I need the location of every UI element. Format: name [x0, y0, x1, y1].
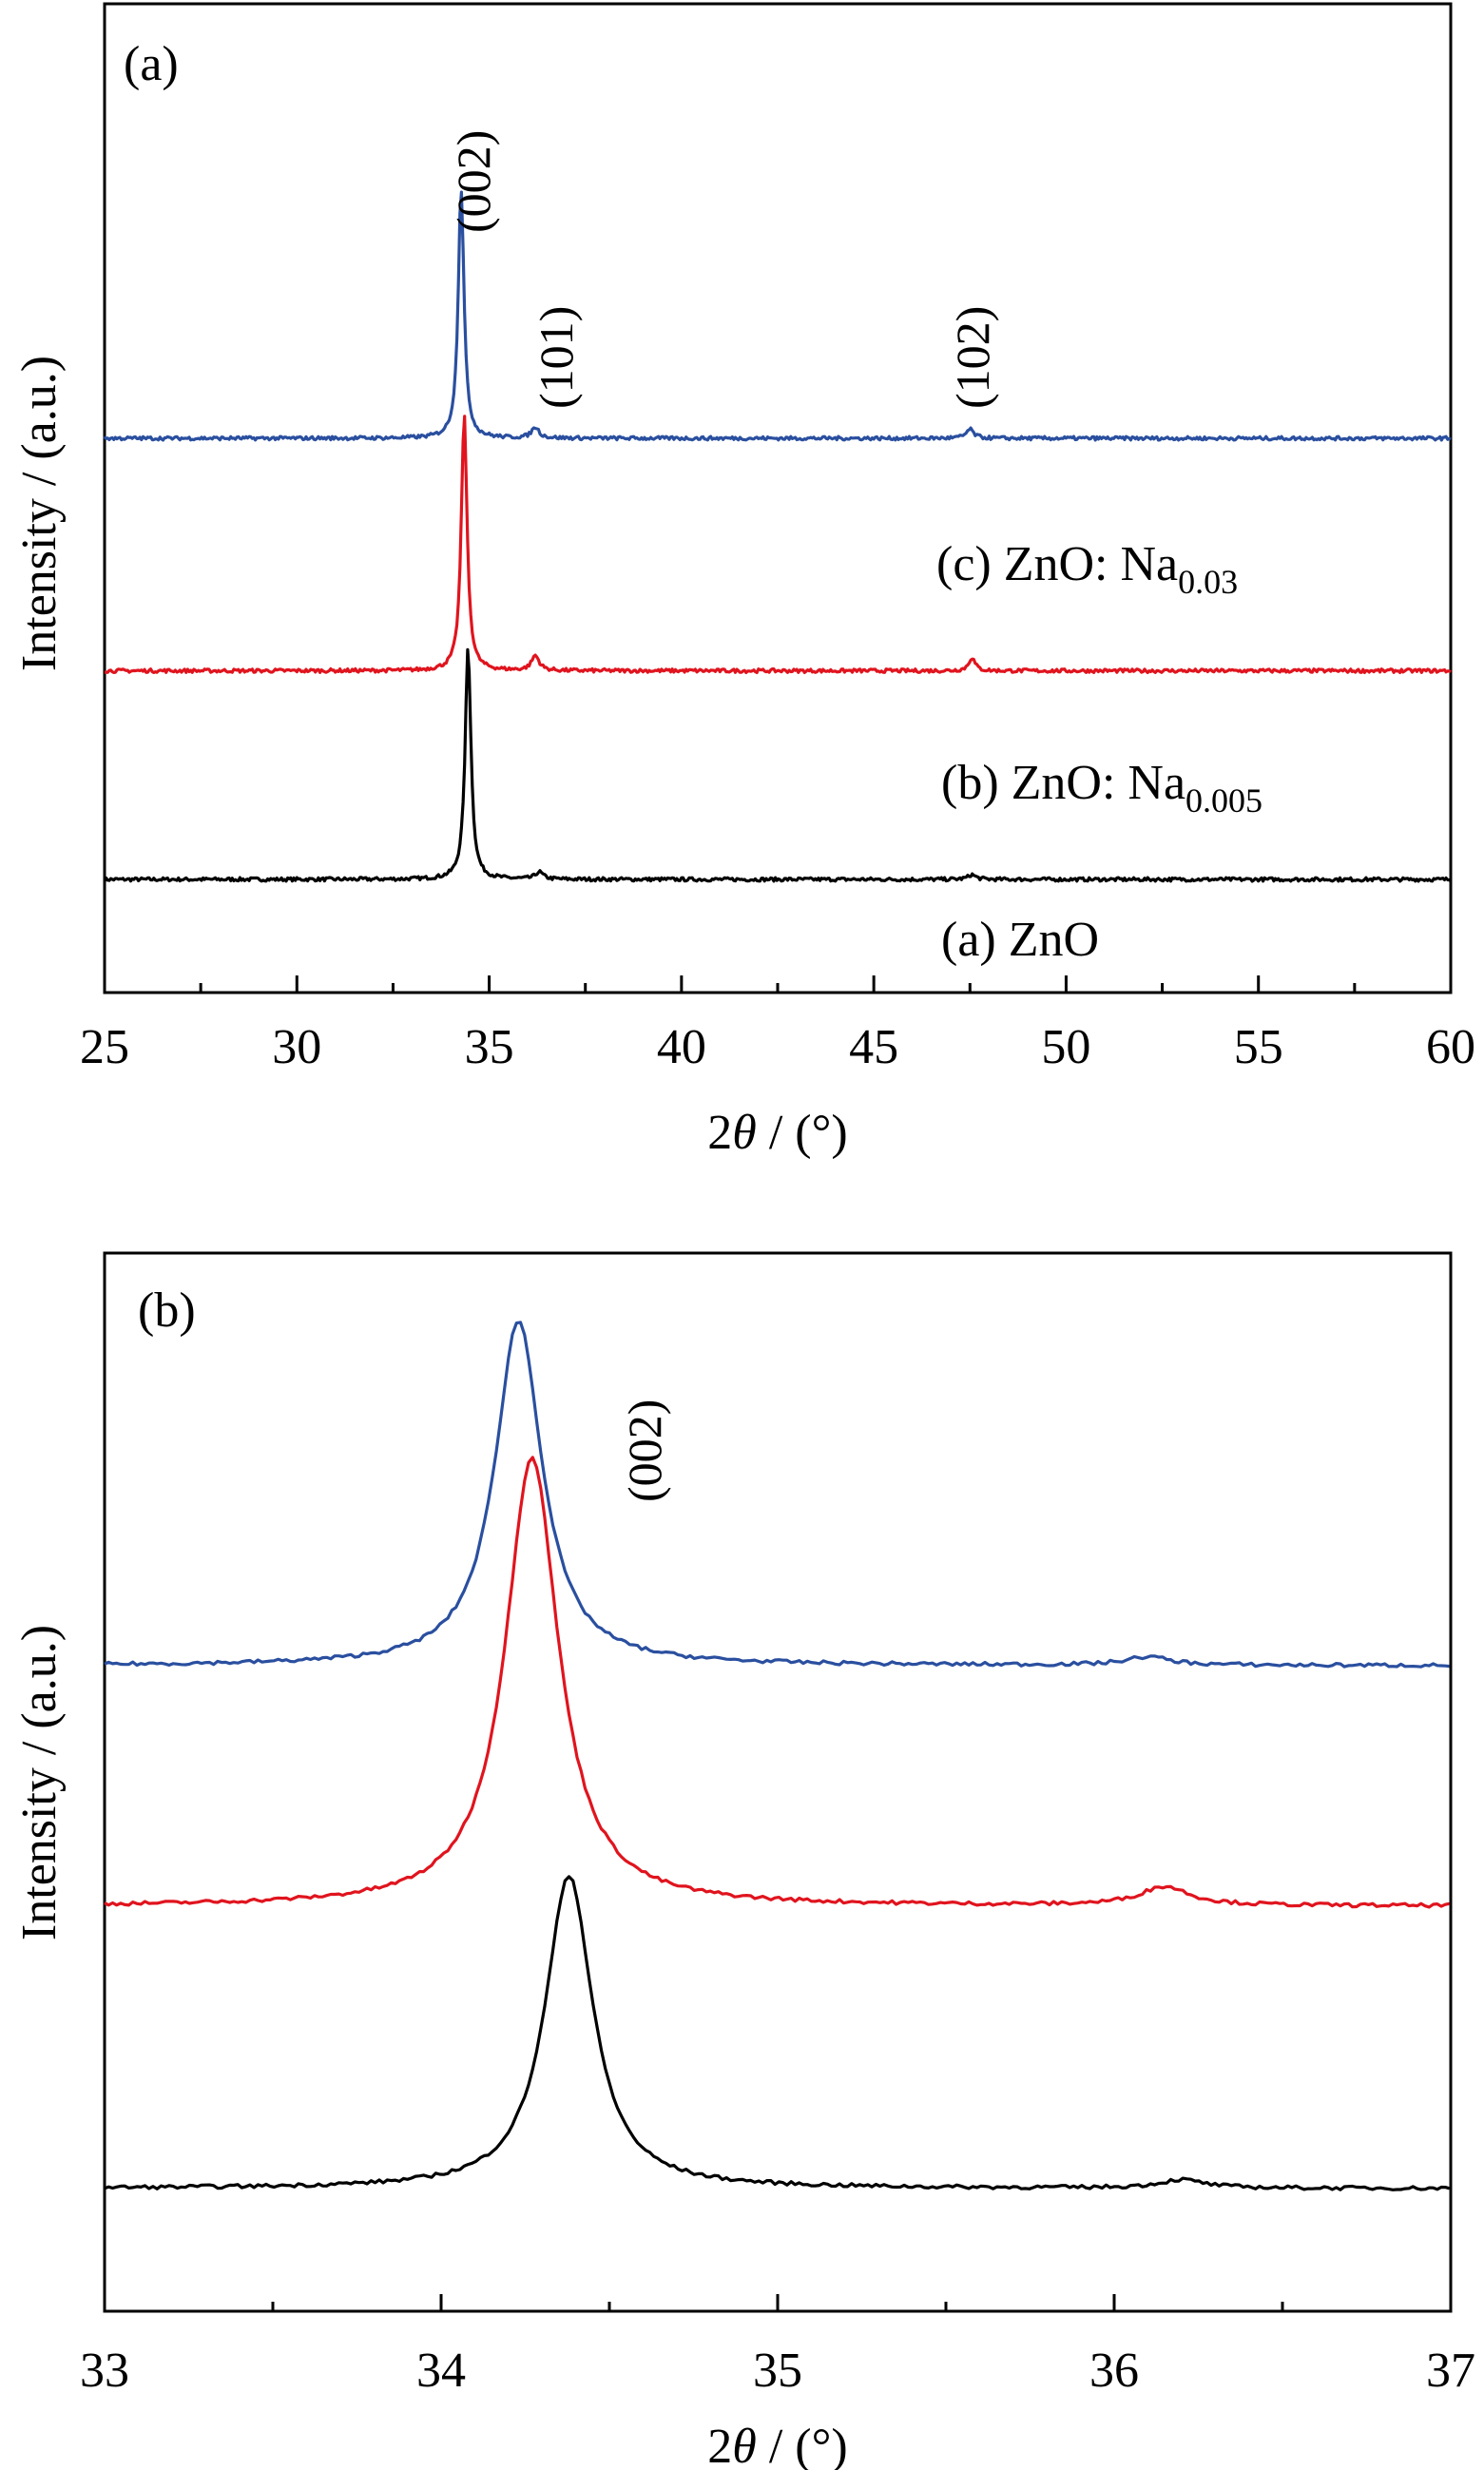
panel-a-chart: 25 30 35 40 45 50 55 60 (a) (002) (101) (102) (… [12, 2, 1475, 1160]
series-line-zno [103, 647, 1453, 883]
panel-b-x-tick-labels: 33 34 35 36 37 [80, 2344, 1475, 2398]
panel-b-chart: 33 34 35 36 37 (b) (002) Intensity / (a.u.) … [12, 1251, 1475, 2470]
x-tick-label: 50 [1041, 1020, 1090, 1074]
x-tick-label: 25 [80, 1020, 129, 1074]
panel-b-traces [104, 1321, 1451, 2191]
series-line-na_0005 [104, 415, 1452, 674]
panel-a-x-ticks [103, 975, 1453, 993]
panel-a-x-axis-label: 2θ / (°) [707, 1106, 847, 1160]
panel-b-peak-label-002: (002) [618, 1399, 671, 1502]
panel-b-plot-frame [103, 1251, 1453, 2313]
panel-a-legend-na003: (c) ZnO: Na0.03 [936, 537, 1238, 601]
panel-b-label: (b) [138, 1283, 196, 1338]
x-tick-label: 35 [465, 1020, 514, 1074]
panel-a-traces [103, 190, 1453, 883]
panel-b-x-axis-label: 2θ / (°) [707, 2420, 847, 2470]
panel-a-legend-zno: (a) ZnO [941, 913, 1099, 967]
panel-a-plot-frame [103, 2, 1453, 994]
series-line-na_003 [104, 1321, 1450, 1669]
x-tick-label: 37 [1426, 2344, 1475, 2398]
series-line-na_003 [103, 190, 1452, 442]
panel-a-peak-label-002: (002) [447, 130, 500, 233]
panel-a-peak-label-102: (102) [946, 306, 999, 409]
x-tick-label: 36 [1089, 2344, 1139, 2398]
x-tick-label: 30 [272, 1020, 321, 1074]
series-line-na_0005 [104, 1456, 1450, 1909]
x-tick-label: 34 [416, 2344, 466, 2398]
panel-b-y-axis-label: Intensity / (a.u.) [12, 1625, 67, 1940]
x-tick-label: 35 [753, 2344, 802, 2398]
panel-a-y-axis-label: Intensity / (a.u.) [12, 356, 67, 671]
panel-a-legend-na0005: (b) ZnO: Na0.005 [941, 756, 1262, 820]
x-tick-label: 33 [80, 2344, 129, 2398]
x-tick-label: 60 [1426, 1020, 1475, 1074]
panel-a-x-tick-labels: 25 30 35 40 45 50 55 60 [80, 1020, 1475, 1074]
panel-a-label: (a) [124, 37, 179, 91]
panel-b-x-ticks [103, 2294, 1453, 2311]
x-tick-label: 45 [849, 1020, 898, 1074]
series-line-zno [104, 1875, 1451, 2191]
x-tick-label: 55 [1234, 1020, 1283, 1074]
panel-a-peak-label-101: (101) [530, 306, 583, 409]
x-tick-label: 40 [657, 1020, 706, 1074]
